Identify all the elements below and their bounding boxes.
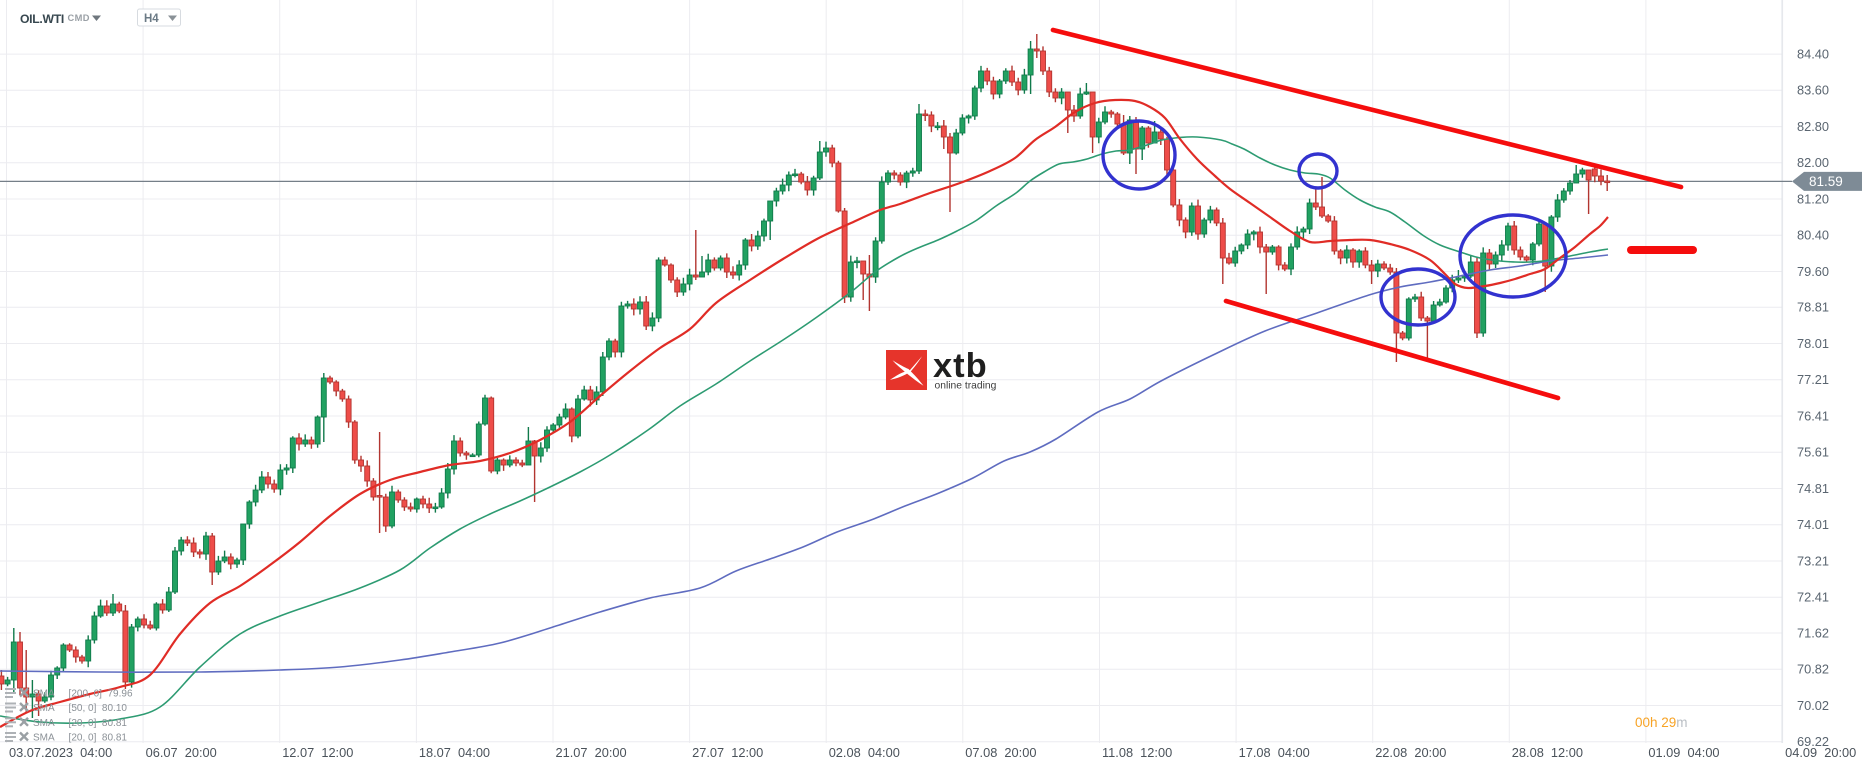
svg-text:02.08 04:00: 02.08 04:00 <box>829 745 900 760</box>
svg-text:28.08 12:00: 28.08 12:00 <box>1512 745 1583 760</box>
svg-text:18.07 04:00: 18.07 04:00 <box>419 745 490 760</box>
svg-text:SMA [50, 0] 80.10: SMA [50, 0] 80.10 <box>33 703 127 714</box>
svg-text:80.40: 80.40 <box>1797 228 1829 243</box>
svg-text:82.80: 82.80 <box>1797 119 1829 134</box>
svg-text:H4: H4 <box>144 13 159 25</box>
svg-text:17.08 04:00: 17.08 04:00 <box>1239 745 1310 760</box>
svg-text:73.21: 73.21 <box>1797 553 1829 568</box>
svg-text:78.01: 78.01 <box>1797 336 1829 351</box>
svg-text:69.22: 69.22 <box>1797 734 1829 749</box>
svg-text:OIL.WTI: OIL.WTI <box>20 12 64 26</box>
svg-text:78.81: 78.81 <box>1797 300 1829 315</box>
svg-text:SMA [20, 0] 80.81: SMA [20, 0] 80.81 <box>33 733 127 744</box>
svg-text:84.40: 84.40 <box>1797 47 1829 62</box>
svg-text:83.60: 83.60 <box>1797 83 1829 98</box>
svg-text:online trading: online trading <box>935 381 997 392</box>
svg-text:75.61: 75.61 <box>1797 445 1829 460</box>
svg-text:22.08 20:00: 22.08 20:00 <box>1375 745 1446 760</box>
svg-text:74.81: 74.81 <box>1797 481 1829 496</box>
svg-text:77.21: 77.21 <box>1797 372 1829 387</box>
svg-text:04.09 20:00: 04.09 20:00 <box>1785 745 1856 760</box>
svg-text:11.08 12:00: 11.08 12:00 <box>1102 745 1172 760</box>
svg-text:00h 29m: 00h 29m <box>1635 715 1688 730</box>
svg-text:81.20: 81.20 <box>1797 191 1829 206</box>
svg-text:27.07 12:00: 27.07 12:00 <box>692 745 763 760</box>
svg-text:70.82: 70.82 <box>1797 662 1829 677</box>
svg-text:74.01: 74.01 <box>1797 517 1829 532</box>
svg-text:72.41: 72.41 <box>1797 590 1829 605</box>
svg-text:06.07 20:00: 06.07 20:00 <box>146 745 217 760</box>
svg-text:SMA [20, 0] 80.81: SMA [20, 0] 80.81 <box>33 718 127 729</box>
svg-text:76.41: 76.41 <box>1797 408 1829 423</box>
svg-text:12.07 12:00: 12.07 12:00 <box>282 745 353 760</box>
svg-text:79.60: 79.60 <box>1797 264 1829 279</box>
svg-text:SMA [200, 0] 79.96: SMA [200, 0] 79.96 <box>33 689 133 700</box>
svg-text:70.02: 70.02 <box>1797 698 1829 713</box>
svg-text:71.62: 71.62 <box>1797 625 1829 640</box>
svg-text:81.59: 81.59 <box>1809 174 1843 189</box>
svg-text:01.09 04:00: 01.09 04:00 <box>1648 745 1719 760</box>
svg-text:07.08 20:00: 07.08 20:00 <box>965 745 1036 760</box>
svg-text:CMD: CMD <box>68 13 90 23</box>
svg-text:03.07.2023 04:00: 03.07.2023 04:00 <box>9 745 112 760</box>
svg-text:82.00: 82.00 <box>1797 155 1829 170</box>
svg-text:21.07 20:00: 21.07 20:00 <box>556 745 627 760</box>
svg-text:xtb: xtb <box>933 347 988 385</box>
